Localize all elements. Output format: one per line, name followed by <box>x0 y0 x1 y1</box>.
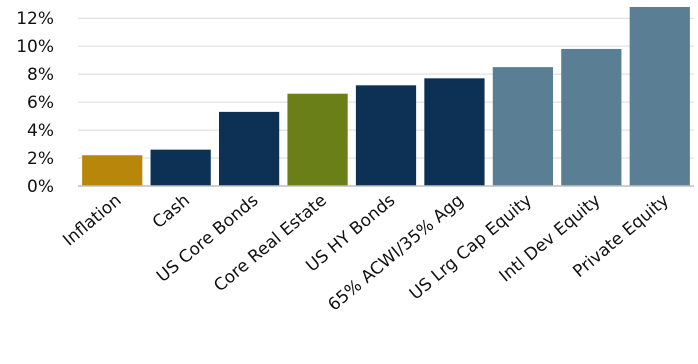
bar <box>355 85 417 186</box>
x-tick-label: US Lrg Cap Equity <box>406 191 536 305</box>
bar <box>287 93 348 186</box>
y-tick-label: 2% <box>27 149 54 169</box>
bar <box>561 48 622 186</box>
y-tick-label: 12% <box>16 9 54 29</box>
y-axis-ticks: 0% 2% 4% 6% 8% 10% 12% <box>16 9 54 197</box>
y-tick-label: 8% <box>27 65 54 85</box>
x-tick-label: Inflation <box>59 191 125 251</box>
y-tick-label: 4% <box>27 121 54 141</box>
bar <box>150 149 211 186</box>
x-tick-label: Cash <box>149 191 194 233</box>
y-tick-label: 6% <box>27 93 54 113</box>
bar <box>629 7 690 186</box>
y-tick-label: 0% <box>27 177 54 197</box>
x-tick-label: Core Real Estate <box>210 191 331 297</box>
x-tick-label: 65% ACWI/35% Agg <box>324 191 467 316</box>
bar <box>218 111 280 186</box>
bar <box>82 155 143 186</box>
y-tick-label: 10% <box>16 37 54 57</box>
bars <box>82 7 690 186</box>
bar <box>492 67 554 186</box>
bar <box>424 78 485 186</box>
